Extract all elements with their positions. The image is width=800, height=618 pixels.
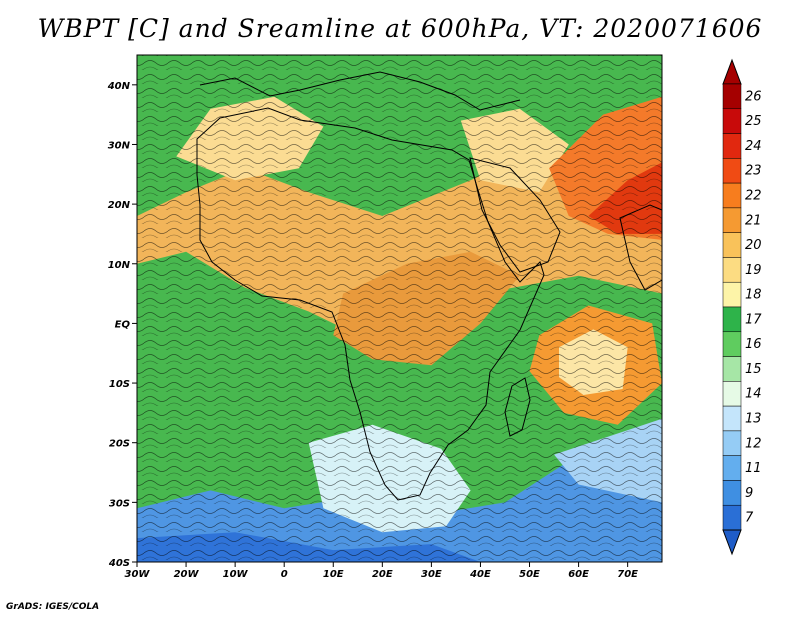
colorbar-label: 13 [745,412,762,427]
colorbar-segment [722,133,742,159]
colorbar-label: 7 [745,511,754,526]
colorbar-segment [722,430,742,456]
lat-tick-label: 10S [109,379,130,390]
lat-tick-label: 20S [109,439,130,450]
lat-tick-label: 20N [108,200,131,211]
lat-tick-label: 40N [107,81,131,92]
longitude-axis: 30W 20W 10W 0 10E 20E 30E 40E 50E 60E 70E [125,562,638,580]
latitude-axis: 40N 30N 20N 10N EQ 10S 20S 30S 40S [107,81,137,569]
colorbar-label: 14 [745,387,762,402]
lon-tick-label: 10E [323,569,344,580]
colorbar-segment [722,405,742,432]
colorbar: 26 25 24 23 22 21 20 19 18 17 16 15 14 13 12 11 9 7 [722,58,762,556]
lat-tick-label: 40S [108,558,130,569]
lon-tick-label: 20E [372,569,393,580]
streamlines-overlay [137,55,662,562]
colorbar-top-arrow [722,58,742,85]
grads-credit: GrADS: IGES/COLA [6,602,100,612]
lon-tick-label: 40E [469,569,491,580]
colorbar-label: 22 [745,189,762,204]
lat-tick-label: EQ [115,319,131,330]
lat-tick-label: 30N [108,140,131,151]
colorbar-segment [722,182,742,209]
colorbar-label: 24 [745,139,762,154]
map-area [137,55,662,562]
colorbar-segment [722,455,742,481]
lat-tick-label: 10N [108,260,131,271]
colorbar-segment [722,207,742,233]
colorbar-label: 26 [745,89,762,104]
colorbar-label: 15 [745,362,762,377]
colorbar-segment [722,281,742,308]
lon-tick-label: 70E [617,569,638,580]
lon-tick-label: 60E [568,569,589,580]
lon-tick-label: 30W [125,569,151,580]
lon-tick-label: 50E [519,569,540,580]
colorbar-segment [722,158,742,184]
lon-tick-label: 10W [223,569,249,580]
chart-title: WBPT [C] and Sreamline at 600hPa, VT: 20… [37,14,763,43]
lon-tick-label: 20W [174,569,200,580]
lon-tick-label: 0 [281,569,288,580]
colorbar-label: 9 [745,486,753,501]
colorbar-label: 12 [745,436,762,451]
colorbar-label: 11 [745,461,762,476]
colorbar-segment [722,232,742,258]
colorbar-segment [722,331,742,357]
colorbar-segment [722,306,742,333]
colorbar-label: 21 [745,213,762,228]
colorbar-segment [722,83,742,110]
colorbar-segment [722,381,742,407]
colorbar-segment [722,504,742,531]
colorbar-label: 20 [745,238,762,253]
lat-tick-label: 30S [109,498,130,509]
colorbar-label: 23 [745,164,762,179]
colorbar-label: 25 [745,114,762,129]
colorbar-bottom-arrow [722,529,742,556]
colorbar-label: 19 [745,263,762,278]
colorbar-segment [722,108,742,134]
colorbar-label: 16 [745,337,762,352]
map-frame [136,54,663,563]
colorbar-label: 17 [745,312,762,327]
colorbar-segment [722,356,742,382]
colorbar-label: 18 [745,288,762,303]
colorbar-segment [722,257,742,283]
lon-tick-label: 30E [421,569,442,580]
colorbar-segment [722,480,742,506]
